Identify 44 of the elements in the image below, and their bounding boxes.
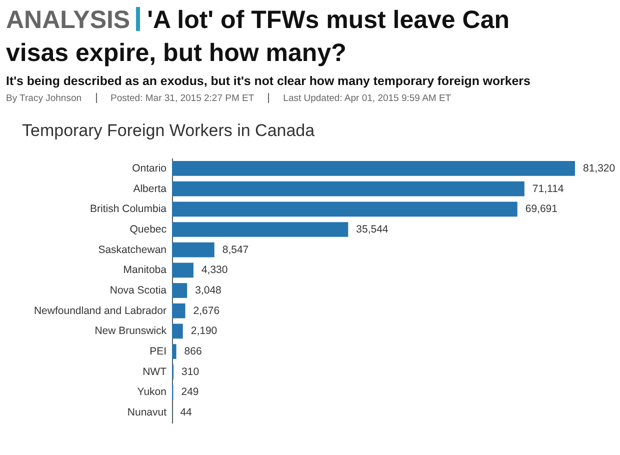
data-label: 4,330	[201, 264, 228, 276]
y-tick-label: Nunavut	[127, 406, 167, 419]
data-label: 3,048	[195, 284, 222, 296]
data-label: 81,320	[583, 162, 616, 174]
text: Posted: Mar 31, 2015 2:27 PM ET	[110, 93, 254, 104]
y-tick-label: Saskatchewan	[98, 244, 167, 256]
bar	[172, 303, 186, 318]
data-label: 44	[180, 406, 192, 419]
bar	[172, 202, 518, 217]
data-label: 2,676	[193, 304, 220, 317]
y-tick-label: PEI	[150, 346, 166, 358]
data-label: 69,691	[525, 203, 558, 216]
y-tick-label: Nova Scotia	[110, 284, 167, 296]
text: ANALYSIS	[6, 6, 130, 34]
data-label: 249	[181, 386, 199, 398]
text: visas expire, but how many?	[6, 38, 348, 69]
data-label: 2,190	[190, 325, 218, 338]
y-tick-label: NWT	[142, 366, 168, 378]
bar	[172, 283, 188, 298]
text: 'A lot' of TFWs must leave Can	[147, 6, 510, 34]
bar	[172, 344, 176, 359]
y-tick-label: Manitoba	[123, 264, 167, 276]
bar	[172, 262, 194, 278]
bar	[172, 181, 524, 196]
data-label: 71,114	[532, 182, 564, 195]
bar	[172, 222, 348, 237]
data-label: 35,544	[356, 223, 388, 236]
text: Last Updated: Apr 01, 2015 9:59 AM ET	[283, 93, 452, 104]
y-tick-label: Quebec	[130, 223, 166, 236]
text: It's being described as an exodus, but it's not clear how many temporary foreign workers	[6, 74, 532, 88]
data-label: 8,547	[222, 244, 249, 256]
data-label: 866	[184, 346, 202, 358]
y-tick-label: Ontario	[132, 162, 167, 174]
y-tick-label: Newfoundland and Labrador	[34, 304, 167, 317]
text: By Tracy Johnson	[6, 93, 82, 104]
y-tick-label: Alberta	[133, 182, 167, 195]
chart-title: Temporary Foreign Workers in Canada	[22, 121, 316, 140]
data-label: 310	[182, 366, 200, 378]
y-tick-label: Yukon	[137, 386, 167, 398]
bar	[172, 242, 214, 258]
y-tick-label: New Brunswick	[94, 325, 168, 338]
bar	[172, 324, 183, 339]
bar	[172, 161, 575, 176]
y-tick-label: British Columbia	[90, 203, 167, 216]
